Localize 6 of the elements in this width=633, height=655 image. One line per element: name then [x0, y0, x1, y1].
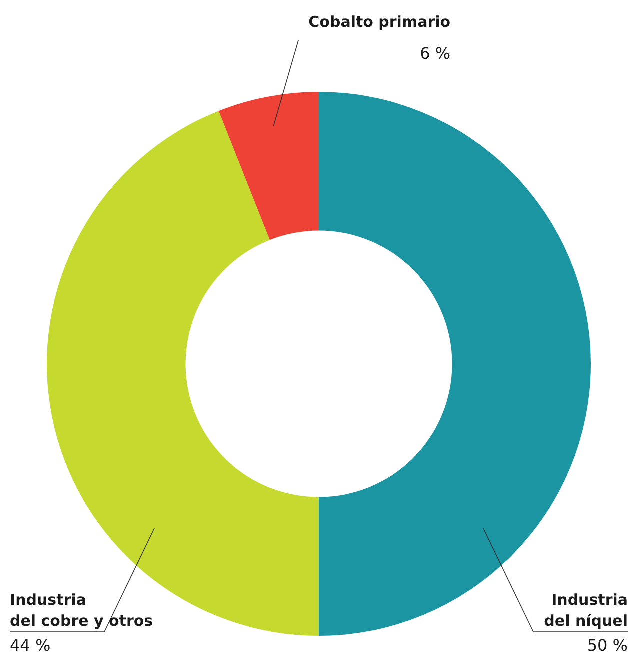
data-label: 6 % — [420, 44, 451, 63]
slice-label: Cobalto primario — [308, 13, 451, 31]
slice-label: Industria del níquel — [544, 591, 628, 630]
data-label: 44 % — [10, 636, 51, 655]
data-label: 50 % — [587, 636, 628, 655]
slice-label: Industria del cobre y otros — [10, 591, 154, 630]
